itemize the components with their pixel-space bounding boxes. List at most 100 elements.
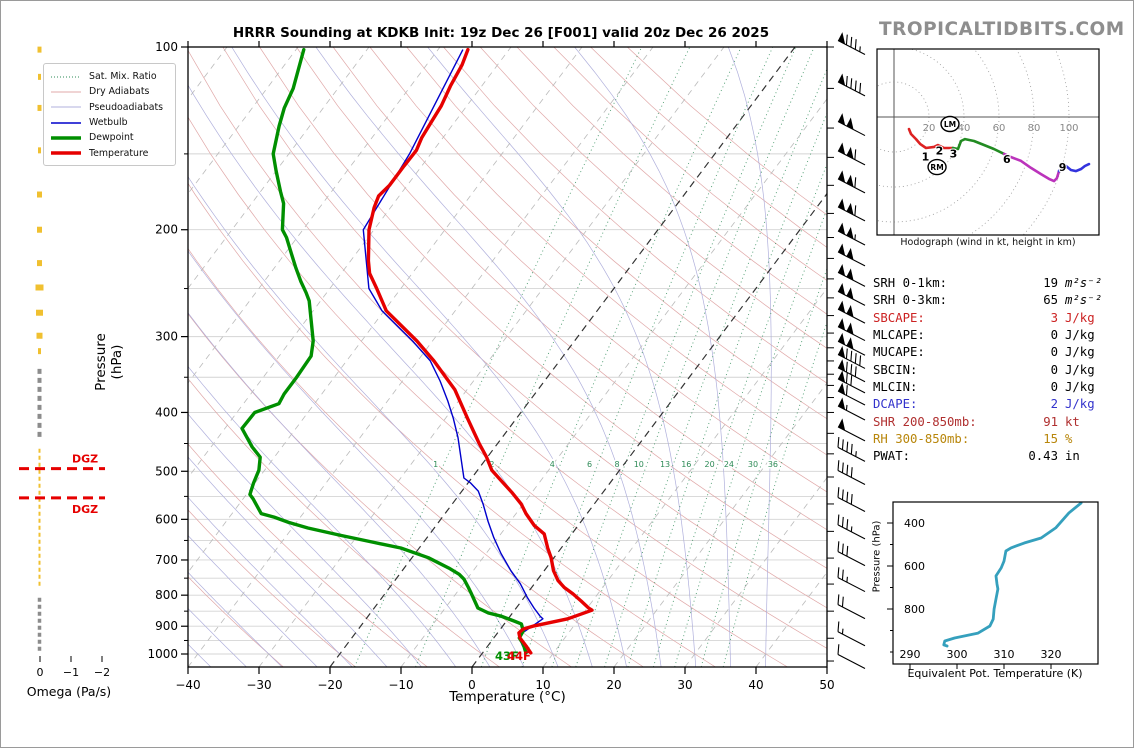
barb-full [850,494,853,505]
barb-full [837,541,840,552]
barb-full [850,443,853,455]
omega-mark [36,332,43,339]
thetae-axis-label: Equivalent Pot. Temperature (K) [907,667,1083,680]
pressure-tick-label: 300 [155,330,178,344]
legend-item: Dry Adiabats [50,84,171,99]
pressure-tick-label: 400 [155,405,178,419]
hodograph-trace-3-6km [951,137,1006,156]
dry-adiabat [479,47,827,349]
wind-barb [827,418,866,442]
hodograph-height-label: 2 [936,144,944,157]
barb-pennant [838,300,846,313]
skewt-background [188,47,827,667]
mixing-ratio-label: 36 [768,460,778,469]
barb-half [841,628,844,635]
wind-barb [827,222,866,246]
barb-full [854,205,857,216]
legend-label: Sat. Mix. Ratio [89,71,157,83]
wind-barb [827,460,866,485]
dgz-label: DGZ [72,503,98,516]
legend-item: Sat. Mix. Ratio [50,69,171,84]
pseudoadiabat [427,47,697,667]
barb-full [854,353,857,364]
hodograph-panel: 20 40 60 80 100 1 2 3 6 9 LM RM [876,48,1100,236]
index-row: RH 300-850mb: 15% [873,431,1125,448]
barb-full [846,464,849,476]
barb-pennant [846,146,854,159]
omega-mark [38,348,41,355]
barb-half [859,46,861,52]
hodograph-trace-6-9km [1002,152,1061,183]
barb-pennant [838,198,846,211]
index-row: SRH 0-3km: 65 m²s⁻² [873,292,1125,309]
pressure-tick-label: 900 [155,619,178,633]
dry-adiabat [188,248,644,667]
site-logo: TROPICALTIDBITS.COM [879,19,1125,40]
index-value: 65 [1043,293,1058,308]
barb-full [837,621,840,632]
mixing-ratio-label: 10 [634,460,644,469]
wind-barb-column [827,32,866,670]
barb-pennant [846,202,854,215]
surface-dewpoint-label: 43F [495,649,519,663]
dgz-label: DGZ [72,453,98,466]
index-row: DCAPE: 2 J/kg [873,396,1125,413]
index-unit: % [1065,432,1073,447]
barb-pennant [838,222,846,235]
index-label: SHR 200-850mb: [873,414,977,429]
thetae-y-tick-label: 800 [904,603,925,616]
legend-line-sample [51,136,81,140]
pressure-tick-label: 200 [155,223,178,237]
pressure-tick-label: 800 [155,588,178,602]
index-label: PWAT: [873,449,911,464]
barb-full [841,516,844,528]
barb-half [850,526,853,532]
thetae-curve [942,502,1083,648]
isotherm [400,98,827,667]
hodograph-ring-label: 20 [923,123,936,134]
thetae-border [892,501,1099,665]
dry-adiabat [188,116,788,667]
wind-barb [827,644,866,670]
barb-full [841,543,844,554]
legend-line-sample [51,106,81,108]
pressure-tick-label: 100 [155,40,178,54]
barb-full [846,441,849,452]
barb-full [841,596,844,608]
temperature-axis-label: Temperature (°C) [449,689,566,705]
wind-barb [827,113,866,137]
omega-panel: DGZ DGZ 0 −1 −2 [19,46,110,679]
omega-tick-label: 0 [37,666,44,679]
wind-barb [827,397,866,421]
index-label: MLCIN: [873,380,918,395]
barb-full [850,36,853,48]
barb-full [845,348,848,359]
pressure-tick-label: 700 [155,553,178,567]
barb-pennant [846,226,854,240]
wind-barb [827,142,866,166]
dry-adiabat [188,313,572,667]
index-value: 2 [1050,397,1058,412]
index-row: MLCIN: 0 J/kg [873,379,1125,396]
barb-pennant [838,170,846,183]
barb-pennant [846,322,854,335]
storm-motion-circle [927,158,947,176]
barb-pennant [838,332,846,345]
pseudoadiabat [188,456,388,667]
thetae-y-tick-label: 400 [904,517,925,530]
temp-tick-label: −20 [317,678,342,692]
omega-axis-label: Omega (Pa/s) [26,684,112,699]
legend-label: Temperature [89,147,149,159]
mixing-ratio-label: 30 [748,460,758,469]
barb-half [845,404,848,411]
index-label: RH 300-850mb: [873,432,970,447]
barb-half [846,576,848,583]
pseudoadiabat [188,250,525,667]
barb-pennant [838,263,846,277]
index-unit: J/kg [1065,310,1095,325]
omega-tick-label: −2 [94,666,110,679]
index-label: SBCAPE: [873,310,925,325]
hodograph-height-label: 3 [950,147,958,160]
